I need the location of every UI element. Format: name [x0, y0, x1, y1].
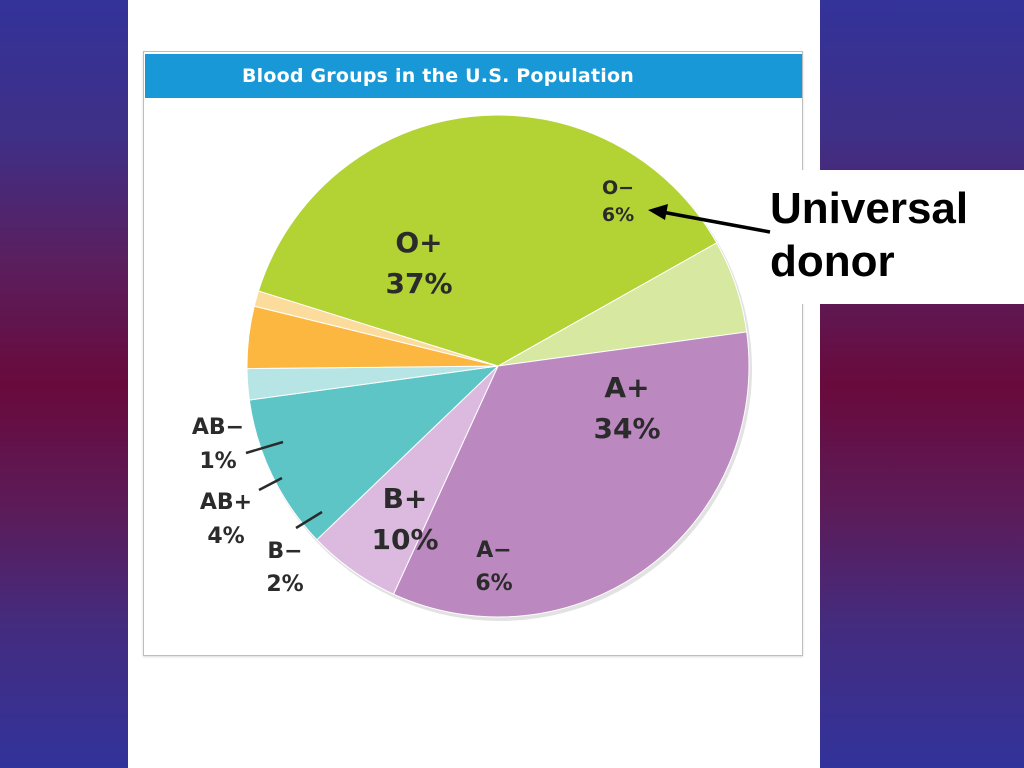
- leader-line-ab-neg: [245, 440, 284, 455]
- callout-line-1: Universal: [770, 184, 969, 233]
- chart-title: Blood Groups in the U.S. Population: [145, 54, 802, 98]
- pie-slice-b-pos: [248, 365, 500, 541]
- slice-value-a-pos: 34%: [593, 412, 660, 445]
- slice-label-ab-pos: AB+: [200, 490, 252, 515]
- slice-label-b-pos: B+: [383, 482, 428, 515]
- slice-label-o-neg: O−: [602, 177, 634, 199]
- slice-label-b-neg: B−: [267, 539, 302, 564]
- slice-value-b-pos: 10%: [371, 523, 438, 556]
- slice-value-o-neg: 6%: [602, 204, 634, 226]
- pie-slice-a-pos: [392, 331, 750, 618]
- callout-box: [764, 170, 1024, 304]
- slice-value-a-neg: 6%: [475, 571, 512, 596]
- leader-line-ab-pos: [258, 476, 283, 492]
- slice-label-o-pos: O+: [395, 226, 442, 259]
- slice-label-a-pos: A+: [604, 371, 649, 404]
- callout-line-2: donor: [770, 237, 895, 286]
- slice-value-b-neg: 2%: [266, 572, 303, 597]
- slice-value-ab-pos: 4%: [207, 524, 244, 549]
- leader-line-b-neg: [295, 510, 323, 530]
- slice-value-ab-neg: 1%: [199, 449, 236, 474]
- slice-label-ab-neg: AB−: [192, 415, 244, 440]
- slice-label-a-neg: A−: [476, 538, 511, 563]
- pie-slice-o-pos: [257, 114, 718, 367]
- callout-arrowhead-icon: [648, 204, 668, 220]
- callout-arrow-line: [661, 210, 771, 234]
- slice-value-o-pos: 37%: [385, 267, 452, 300]
- callout-text: Universal donor: [770, 182, 968, 288]
